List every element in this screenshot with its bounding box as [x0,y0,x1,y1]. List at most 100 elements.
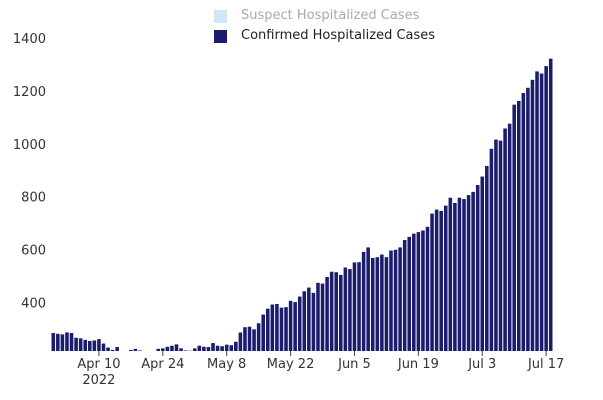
bar[interactable] [197,345,202,351]
bar[interactable] [539,73,544,352]
bar[interactable] [370,257,375,351]
bar[interactable] [211,343,215,351]
bar[interactable] [202,346,206,351]
bar[interactable] [106,347,110,351]
bar[interactable] [485,166,489,351]
bar[interactable] [192,348,197,351]
bar[interactable] [425,226,430,351]
bar[interactable] [247,326,252,351]
bar[interactable] [526,87,530,352]
bar[interactable] [530,79,535,351]
bar[interactable] [462,199,466,351]
bar[interactable] [398,247,402,351]
bar[interactable] [288,300,293,351]
bar[interactable] [138,350,142,351]
bar[interactable] [92,340,97,351]
bar[interactable] [243,327,247,351]
bar[interactable] [466,195,471,351]
bar[interactable] [434,209,439,351]
bar[interactable] [407,236,412,351]
bar[interactable] [494,139,498,351]
bar[interactable] [179,348,183,351]
bar[interactable] [78,338,83,351]
bar[interactable] [480,176,485,351]
bar[interactable] [339,274,343,351]
bar[interactable] [453,203,457,351]
bar[interactable] [83,339,88,351]
bar[interactable] [412,233,416,351]
bar[interactable] [535,71,539,351]
bar[interactable] [544,66,548,351]
bar[interactable] [56,333,60,351]
bar[interactable] [307,287,311,351]
bar[interactable] [503,128,507,351]
bar[interactable] [252,329,256,351]
bar[interactable] [348,269,352,351]
bar[interactable] [88,340,92,351]
bar[interactable] [60,334,65,351]
bar[interactable] [393,249,398,351]
bar[interactable] [380,254,384,351]
bar[interactable] [110,349,115,351]
bar[interactable] [297,296,302,351]
bar[interactable] [224,344,229,351]
bar[interactable] [343,267,348,351]
bar[interactable] [215,345,220,351]
bar[interactable] [293,302,297,351]
bar[interactable] [475,185,480,351]
bar[interactable] [170,345,174,351]
bar[interactable] [311,292,316,351]
bar[interactable] [183,350,188,351]
legend-item-confirmed[interactable]: Confirmed Hospitalized Cases [214,26,435,46]
bar[interactable] [329,271,334,351]
bar[interactable] [229,345,234,351]
bar[interactable] [443,205,448,351]
bar[interactable] [302,291,307,351]
bar[interactable] [516,100,521,352]
bar[interactable] [161,348,165,351]
bar[interactable] [174,344,179,351]
bar[interactable] [498,140,503,351]
bar[interactable] [156,348,161,351]
bar[interactable] [316,282,320,351]
bar[interactable] [51,333,56,351]
bar[interactable] [448,197,453,351]
bar[interactable] [489,148,494,351]
bar[interactable] [97,339,101,351]
bar[interactable] [234,341,238,351]
bar[interactable] [457,197,462,351]
bar[interactable] [521,93,526,351]
bar[interactable] [334,272,339,351]
bar[interactable] [129,349,133,351]
bar[interactable] [548,58,553,351]
bar[interactable] [165,346,170,351]
legend-item-suspect[interactable]: Suspect Hospitalized Cases [214,6,435,26]
bar[interactable] [270,304,275,351]
bar[interactable] [238,332,243,352]
bar[interactable] [284,307,288,351]
bar[interactable] [74,337,78,351]
bar[interactable] [256,323,261,351]
bar[interactable] [325,277,329,351]
bar[interactable] [133,348,138,351]
bar[interactable] [421,230,425,351]
bar[interactable] [115,347,119,351]
bar[interactable] [375,257,380,351]
bar[interactable] [352,262,357,351]
bar[interactable] [320,283,325,351]
bar[interactable] [402,240,407,351]
bar[interactable] [206,347,211,351]
bar[interactable] [416,232,421,351]
bar[interactable] [265,308,270,351]
bar[interactable] [69,333,74,351]
bar[interactable] [430,213,434,351]
bar[interactable] [366,247,370,351]
bar[interactable] [361,251,366,351]
bar[interactable] [220,346,224,351]
bar[interactable] [471,191,475,351]
bar[interactable] [389,250,393,351]
bar[interactable] [279,307,284,351]
bar[interactable] [357,262,361,351]
bar[interactable] [65,332,69,352]
bar[interactable] [261,314,265,351]
